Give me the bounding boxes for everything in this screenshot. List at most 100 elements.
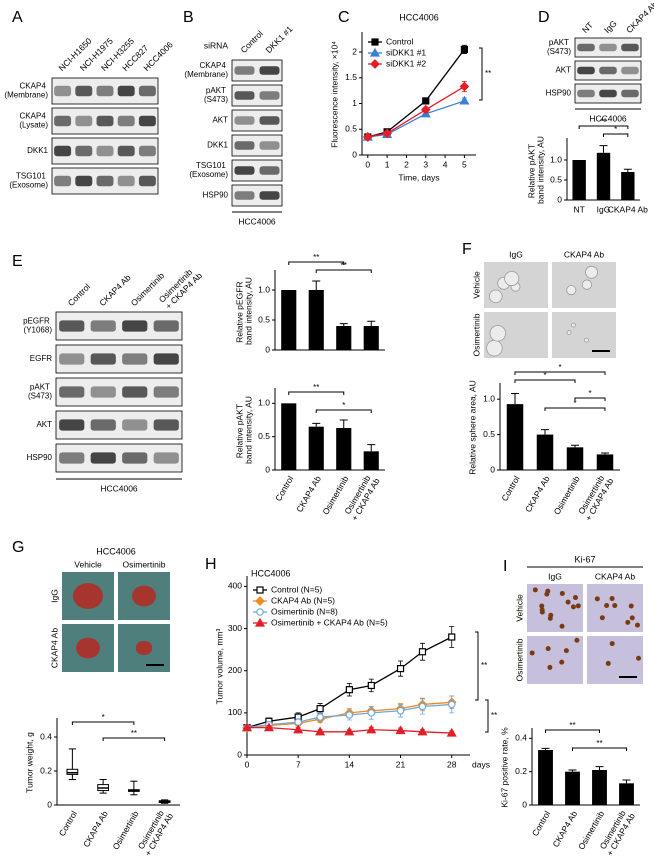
blot-band [59, 353, 85, 365]
blot-strip [231, 59, 283, 82]
error-bar [511, 393, 519, 405]
marker [420, 104, 431, 115]
x-tick-label: 28 [447, 759, 457, 769]
legend-marker [370, 59, 380, 69]
y-tick-label: 0 [265, 464, 270, 474]
sphere [486, 339, 503, 357]
chart-title: HCC4006 [251, 568, 291, 578]
nucleus [575, 603, 581, 609]
lane-label: CKAP4 Ab [97, 272, 133, 308]
blot-band [122, 386, 148, 398]
error-bar [595, 766, 604, 770]
significance-label: * [573, 399, 576, 408]
y-tick-label: 2 [352, 46, 357, 56]
y-tick-label: 200 [228, 665, 242, 675]
bar [596, 454, 614, 470]
sphere [489, 325, 507, 342]
y-tick-label: 0.2 [515, 766, 527, 776]
y-tick-label: 0 [47, 799, 52, 809]
x-tick-label: NT [573, 204, 584, 214]
x-tick-label: IgG [597, 204, 611, 214]
y-tick-label: 0.5 [550, 174, 562, 184]
lane-label: NT [580, 20, 595, 35]
marker [448, 633, 456, 641]
nucleus [609, 596, 615, 602]
blot-band [234, 141, 255, 150]
row-label: CKAP4 (Lysate) [19, 112, 48, 130]
y-tick-label: 100 [228, 707, 242, 717]
blot-band [54, 115, 72, 127]
legend-marker [256, 608, 264, 616]
blot-band [90, 419, 116, 431]
chart-title: HCC4006 [399, 12, 439, 22]
blot-band [577, 89, 595, 98]
box [66, 768, 79, 775]
blot-band [96, 175, 114, 187]
column-label: Vehicle [74, 559, 102, 569]
blot-band [599, 89, 617, 98]
bar [566, 447, 584, 470]
blot-strip [574, 37, 642, 58]
blot-band [90, 452, 116, 464]
blot-band [59, 452, 85, 464]
row-label: CKAP4 (Membrane) [4, 82, 48, 100]
marker [396, 706, 405, 715]
blot-band [96, 145, 114, 157]
error-bar [312, 422, 321, 427]
lane-label: DKK1 #1 [263, 24, 294, 55]
blot-band [138, 145, 156, 157]
column-label: CKAP4 Ab [595, 571, 635, 581]
blot-band [59, 386, 85, 398]
bar [621, 172, 635, 200]
significance-label: * [614, 125, 617, 134]
significance-label: ** [485, 69, 491, 78]
marker [366, 724, 377, 734]
blot-band [138, 175, 156, 187]
blot-strip [231, 184, 283, 207]
x-axis-label: days [472, 759, 490, 769]
x-tick-label: CKAP4 Ab [523, 474, 552, 514]
significance-bracket [603, 133, 629, 137]
grid-title: Ki-67 [574, 554, 595, 564]
x-tick-label: CKAP4 Ab [608, 204, 648, 214]
x-tick-label: 3 [423, 159, 428, 169]
row-label: pAKT (S473) [28, 383, 52, 401]
nucleus [529, 650, 535, 656]
row-label: TSG101 (Exosome) [9, 172, 48, 190]
error-bar [367, 444, 376, 452]
marker [241, 722, 253, 732]
bar [336, 326, 352, 350]
significance-label: ** [600, 117, 606, 126]
y-tick-label: 0.5 [258, 431, 270, 441]
significance-bracket [71, 721, 135, 725]
significance-label: * [543, 371, 546, 380]
nucleus [570, 604, 576, 610]
blot-band [234, 66, 255, 75]
bar [565, 771, 580, 805]
legend-marker [255, 596, 265, 606]
y-tick-label: 1 [352, 98, 357, 108]
significance-label: ** [341, 261, 347, 270]
error-bar [599, 145, 608, 153]
blot-band [75, 175, 93, 187]
x-tick-label: CKAP4 Ab [294, 474, 323, 514]
blot-band [259, 166, 280, 175]
significance-bracket [315, 269, 372, 273]
blot-band [96, 115, 114, 127]
y-tick-label: 1.5 [345, 72, 357, 82]
marker [459, 95, 470, 105]
significance-bracket [572, 747, 627, 751]
row-label: EGFR [30, 354, 52, 363]
blot-band [234, 91, 255, 100]
nucleus [532, 587, 538, 593]
error-bar [571, 444, 579, 448]
blot-band [90, 353, 116, 365]
row-label: AKT [36, 420, 52, 429]
significance-bracket [315, 409, 372, 413]
marker [417, 726, 428, 736]
series-line [367, 85, 465, 138]
marker [382, 128, 392, 139]
marker [316, 713, 324, 721]
significance-bracket [514, 379, 576, 383]
row-label: AKT [555, 66, 571, 75]
